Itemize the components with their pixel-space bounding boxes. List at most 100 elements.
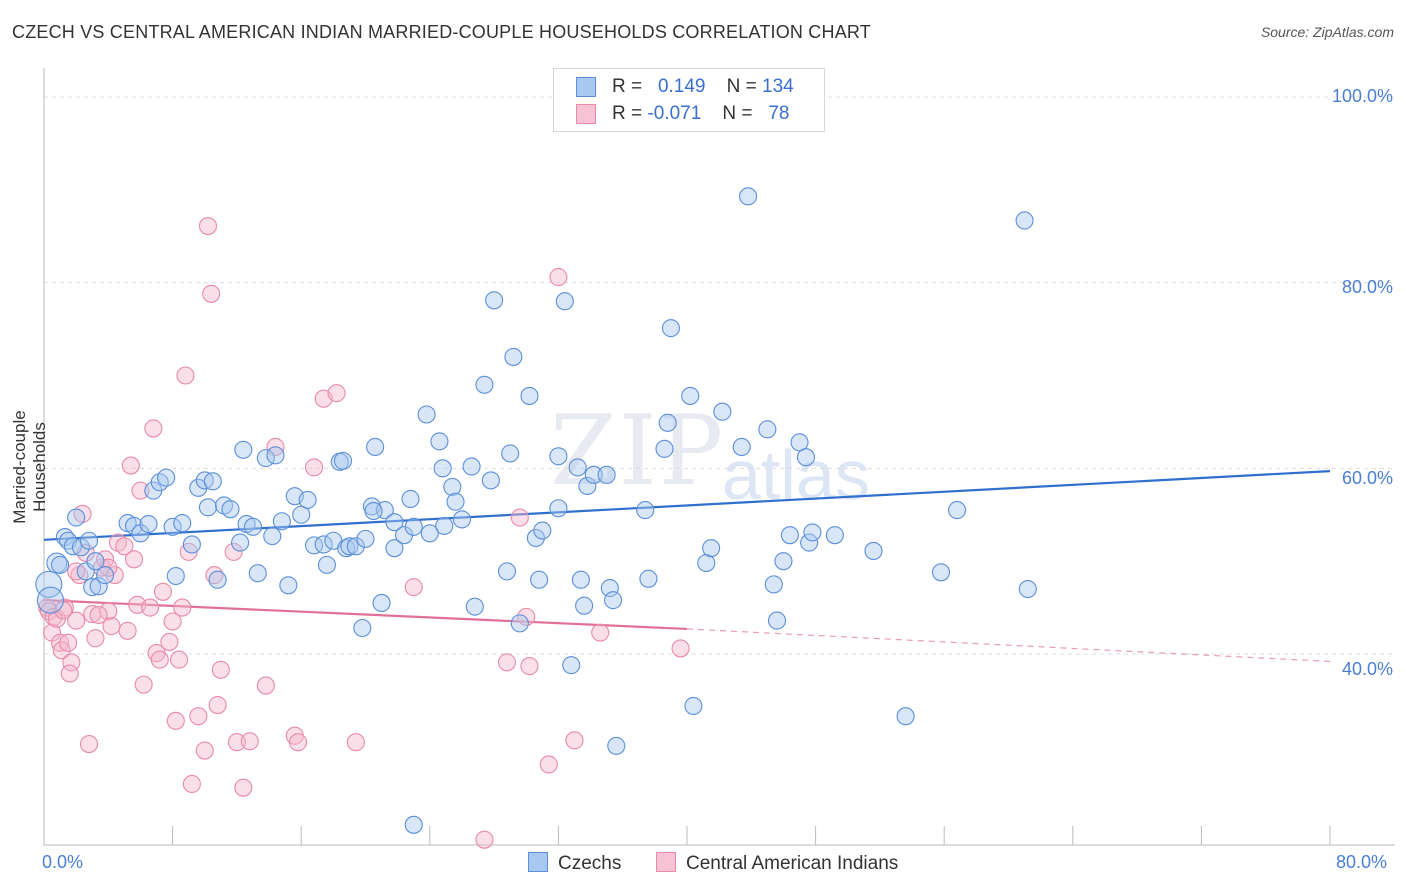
data-point-czech bbox=[549, 447, 568, 466]
data-point-czech bbox=[203, 472, 222, 491]
data-point-czech bbox=[533, 521, 552, 540]
trend-line-cai-extension bbox=[686, 628, 1331, 663]
data-point-czech bbox=[702, 539, 721, 558]
data-point-czech bbox=[774, 552, 793, 571]
data-point-czech bbox=[317, 555, 336, 574]
legend-swatch-blue bbox=[528, 852, 548, 872]
data-point-cai bbox=[565, 731, 584, 750]
data-point-czech bbox=[604, 591, 623, 610]
data-point-czech bbox=[655, 439, 674, 458]
data-point-czech bbox=[549, 499, 568, 518]
legend-swatch-pink bbox=[656, 852, 676, 872]
data-point-czech bbox=[465, 597, 484, 616]
data-point-czech bbox=[800, 533, 819, 552]
data-point-czech bbox=[364, 501, 383, 521]
data-point-czech bbox=[272, 512, 291, 531]
data-point-cai bbox=[327, 384, 346, 403]
data-point-czech bbox=[568, 458, 587, 477]
data-point-czech bbox=[501, 444, 520, 463]
trend-line-cai bbox=[43, 599, 688, 631]
data-point-cai bbox=[234, 778, 253, 797]
data-point-cai bbox=[59, 633, 78, 652]
data-point-czech bbox=[51, 555, 70, 574]
data-point-czech bbox=[124, 516, 144, 535]
data-point-cai bbox=[195, 741, 214, 760]
data-point-czech bbox=[35, 570, 63, 598]
watermark-atlas: atlas bbox=[722, 436, 870, 514]
data-point-czech bbox=[79, 531, 99, 550]
chart-title: CZECH VS CENTRAL AMERICAN INDIAN MARRIED… bbox=[12, 22, 871, 42]
legend-r-label: R = bbox=[612, 103, 643, 124]
data-point-cai bbox=[539, 755, 558, 774]
data-point-czech bbox=[639, 569, 658, 588]
data-point-cai bbox=[346, 733, 365, 752]
data-point-cai bbox=[105, 566, 124, 585]
data-point-czech bbox=[305, 536, 324, 555]
series-central-american-indians bbox=[38, 216, 690, 849]
data-point-cai bbox=[163, 612, 182, 631]
data-point-czech bbox=[298, 490, 317, 509]
data-point-czech bbox=[353, 618, 372, 638]
data-point-czech bbox=[173, 514, 192, 533]
data-point-cai bbox=[121, 456, 140, 475]
data-point-cai bbox=[497, 653, 517, 672]
bottom-legend-cai: Central American Indians bbox=[656, 852, 898, 875]
y-tick-label: 40.0% bbox=[1341, 659, 1393, 679]
data-point-czech bbox=[475, 375, 494, 394]
data-point-czech bbox=[510, 614, 529, 633]
data-point-czech bbox=[401, 489, 420, 509]
data-point-czech bbox=[417, 405, 436, 424]
legend-r-label: R = bbox=[612, 76, 643, 97]
data-point-czech bbox=[404, 815, 423, 834]
data-point-czech bbox=[340, 537, 359, 556]
data-point-czech bbox=[435, 516, 454, 535]
bottom-legend-czechs: Czechs bbox=[528, 852, 621, 875]
data-point-czech bbox=[684, 696, 703, 716]
data-point-czech bbox=[825, 526, 844, 545]
data-point-czech bbox=[96, 566, 115, 585]
data-point-cai bbox=[240, 732, 259, 751]
data-point-cai bbox=[520, 657, 539, 676]
data-point-czech bbox=[314, 535, 333, 554]
data-point-czech bbox=[163, 517, 182, 536]
data-point-cai bbox=[475, 830, 494, 849]
data-point-cai bbox=[256, 676, 275, 695]
data-point-cai bbox=[517, 607, 536, 626]
data-point-cai bbox=[55, 598, 74, 617]
data-point-czech bbox=[658, 413, 677, 432]
legend-row-cai: R = -0.071 N = 78 bbox=[576, 103, 789, 125]
legend-r-value: -0.071 bbox=[647, 103, 702, 124]
data-point-czech bbox=[430, 432, 449, 451]
data-point-czech bbox=[948, 501, 967, 520]
data-point-czech bbox=[600, 579, 619, 598]
data-point-cai bbox=[166, 711, 185, 730]
data-point-cai bbox=[173, 598, 192, 617]
data-point-czech bbox=[597, 465, 616, 484]
data-point-cai bbox=[671, 639, 690, 658]
data-point-cai bbox=[227, 733, 246, 752]
data-point-cai bbox=[176, 366, 195, 385]
data-point-czech bbox=[231, 533, 250, 552]
data-point-czech bbox=[234, 440, 253, 459]
legend-n-label: N = bbox=[722, 103, 753, 124]
data-point-cai bbox=[67, 562, 86, 581]
data-point-cai bbox=[182, 774, 201, 794]
data-point-czech bbox=[36, 586, 64, 614]
data-point-czech bbox=[248, 564, 267, 583]
data-point-czech bbox=[661, 319, 680, 338]
data-point-czech bbox=[433, 459, 452, 478]
data-point-czech bbox=[562, 656, 581, 675]
data-point-czech bbox=[764, 575, 783, 594]
data-point-cai bbox=[144, 419, 163, 438]
series-czechs bbox=[35, 187, 1037, 834]
data-point-czech bbox=[584, 465, 603, 484]
legend-swatch-pink bbox=[576, 103, 596, 124]
data-point-czech bbox=[526, 528, 545, 548]
data-point-cai bbox=[591, 623, 610, 642]
data-point-czech bbox=[497, 562, 517, 581]
data-point-cai bbox=[89, 605, 108, 625]
data-point-cai bbox=[153, 582, 173, 601]
data-point-cai bbox=[118, 621, 137, 640]
data-point-czech bbox=[462, 457, 481, 476]
data-point-czech bbox=[681, 386, 700, 405]
